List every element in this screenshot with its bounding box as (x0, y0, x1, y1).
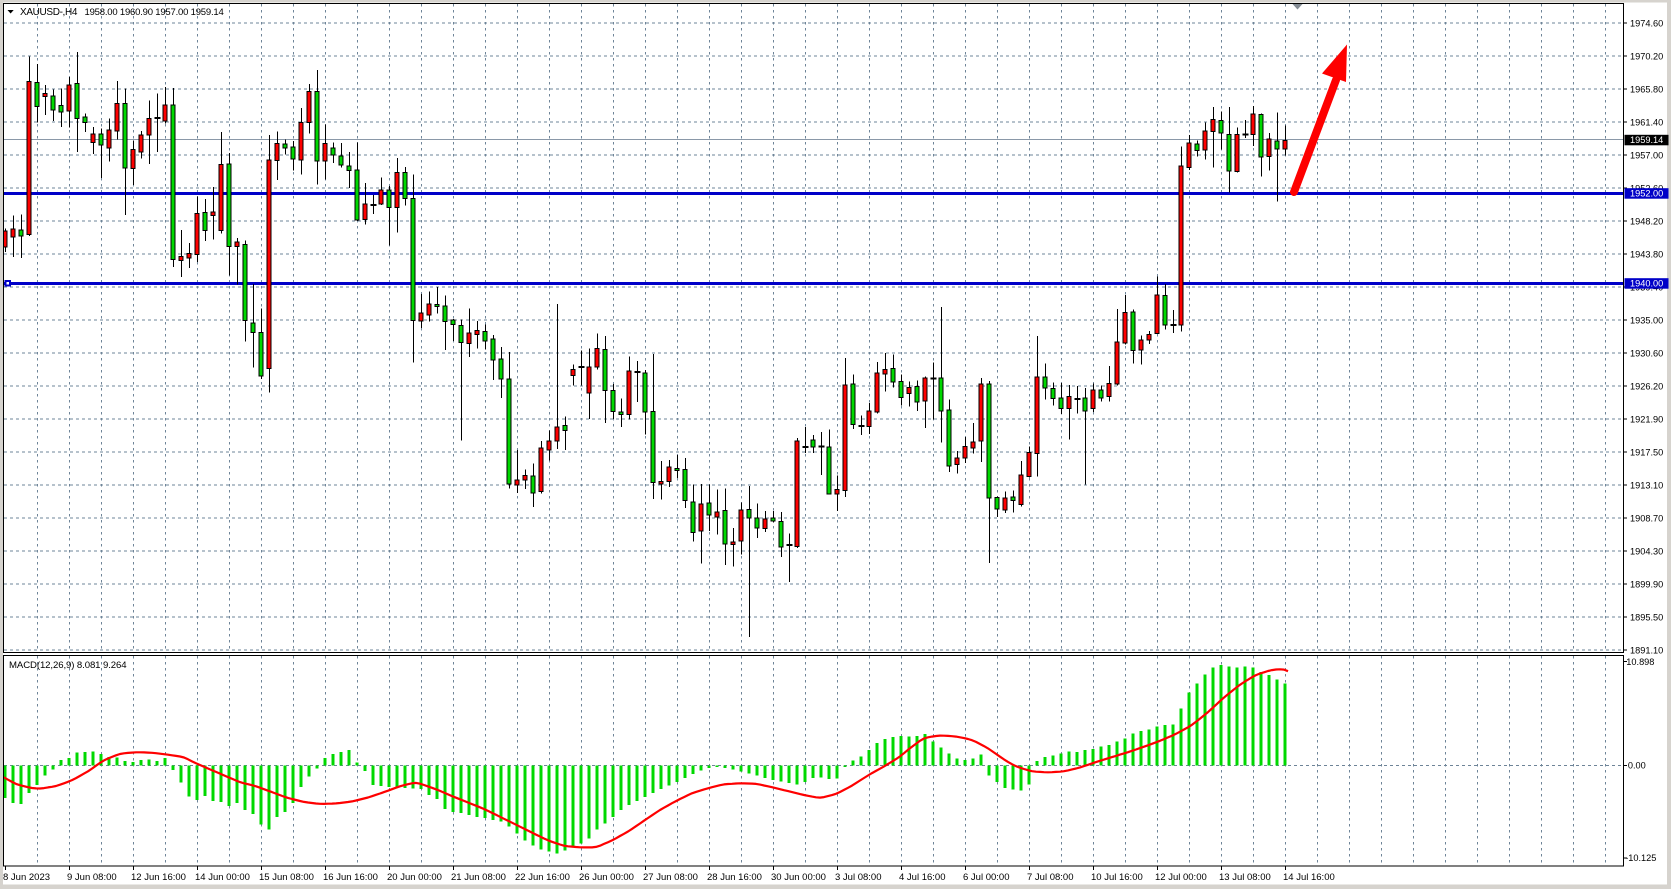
svg-text:1921.90: 1921.90 (1630, 414, 1663, 424)
svg-text:16 Jun 16:00: 16 Jun 16:00 (323, 872, 378, 883)
svg-text:27 Jun 08:00: 27 Jun 08:00 (643, 872, 698, 883)
svg-text:1940.00: 1940.00 (1630, 279, 1663, 289)
svg-text:1935.00: 1935.00 (1630, 315, 1663, 325)
svg-text:21 Jun 08:00: 21 Jun 08:00 (451, 872, 506, 883)
svg-text:20 Jun 00:00: 20 Jun 00:00 (387, 872, 442, 883)
svg-text:0.00: 0.00 (1628, 761, 1646, 771)
svg-text:13 Jul 08:00: 13 Jul 08:00 (1219, 872, 1271, 883)
svg-text:8 Jun 2023: 8 Jun 2023 (3, 872, 50, 883)
svg-text:28 Jun 16:00: 28 Jun 16:00 (707, 872, 762, 883)
svg-text:1959.14: 1959.14 (1630, 135, 1663, 145)
svg-text:1958.00 1960.90 1957.00 1959.1: 1958.00 1960.90 1957.00 1959.14 (85, 7, 224, 18)
svg-text:1891.10: 1891.10 (1630, 645, 1663, 655)
svg-text:12 Jun 16:00: 12 Jun 16:00 (131, 872, 186, 883)
svg-text:MACD(12,26,9) 8.081 9.264: MACD(12,26,9) 8.081 9.264 (9, 660, 127, 671)
svg-text:1965.80: 1965.80 (1630, 84, 1663, 94)
svg-text:1930.60: 1930.60 (1630, 348, 1663, 358)
svg-text:1917.50: 1917.50 (1630, 447, 1663, 457)
svg-text:1952.00: 1952.00 (1630, 189, 1663, 199)
svg-text:XAUUSD-,H4: XAUUSD-,H4 (20, 7, 78, 18)
svg-text:1948.20: 1948.20 (1630, 216, 1663, 226)
svg-text:7 Jul 08:00: 7 Jul 08:00 (1027, 872, 1073, 883)
svg-text:1913.10: 1913.10 (1630, 480, 1663, 490)
svg-text:9 Jun 08:00: 9 Jun 08:00 (67, 872, 117, 883)
svg-text:1943.80: 1943.80 (1630, 249, 1663, 259)
svg-text:1895.50: 1895.50 (1630, 612, 1663, 622)
svg-text:1974.60: 1974.60 (1630, 18, 1663, 28)
svg-text:12 Jul 00:00: 12 Jul 00:00 (1155, 872, 1207, 883)
svg-text:14 Jul 16:00: 14 Jul 16:00 (1283, 872, 1335, 883)
svg-text:10.898: 10.898 (1626, 657, 1654, 667)
svg-text:1970.20: 1970.20 (1630, 51, 1663, 61)
svg-text:10 Jul 16:00: 10 Jul 16:00 (1091, 872, 1143, 883)
svg-text:22 Jun 16:00: 22 Jun 16:00 (515, 872, 570, 883)
svg-text:1899.90: 1899.90 (1630, 579, 1663, 589)
svg-text:6 Jul 00:00: 6 Jul 00:00 (963, 872, 1009, 883)
svg-text:1957.00: 1957.00 (1630, 150, 1663, 160)
svg-text:1908.70: 1908.70 (1630, 513, 1663, 523)
svg-text:-10.125: -10.125 (1625, 853, 1656, 863)
svg-text:4 Jul 16:00: 4 Jul 16:00 (899, 872, 945, 883)
svg-text:26 Jun 00:00: 26 Jun 00:00 (579, 872, 634, 883)
svg-text:1961.40: 1961.40 (1630, 117, 1663, 127)
svg-text:1904.30: 1904.30 (1630, 546, 1663, 556)
svg-text:14 Jun 00:00: 14 Jun 00:00 (195, 872, 250, 883)
svg-text:1926.20: 1926.20 (1630, 381, 1663, 391)
svg-text:3 Jul 08:00: 3 Jul 08:00 (835, 872, 881, 883)
svg-text:15 Jun 08:00: 15 Jun 08:00 (259, 872, 314, 883)
svg-text:30 Jun 00:00: 30 Jun 00:00 (771, 872, 826, 883)
